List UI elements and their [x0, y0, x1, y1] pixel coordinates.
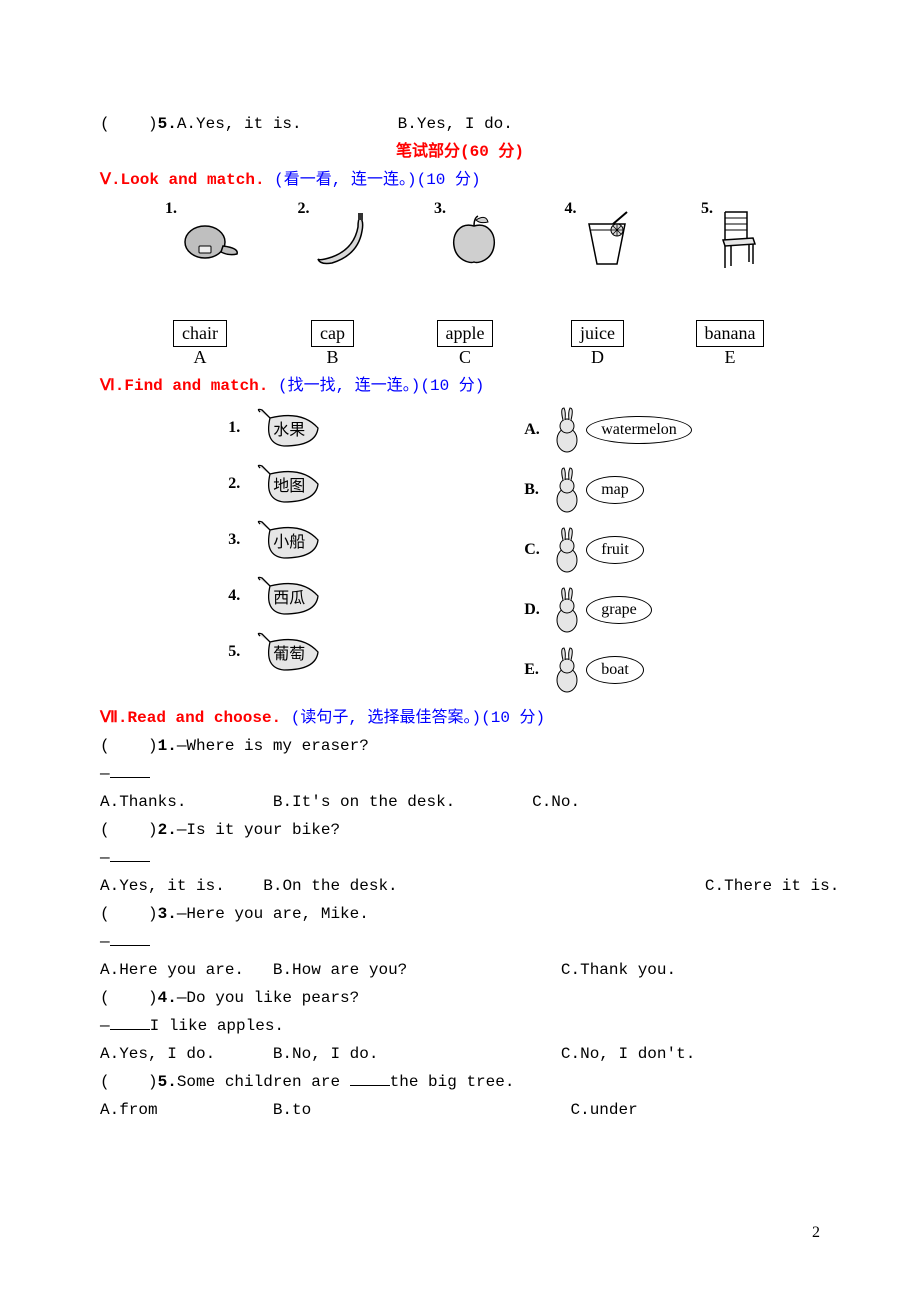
rabbit-icon: [550, 466, 584, 514]
prev-q5: ( )5.A.Yes, it is. B.Yes, I do.: [100, 110, 820, 138]
page-number: 2: [812, 1224, 820, 1242]
sec7-q1-dash: —: [100, 760, 820, 788]
sec6-left-2: 2. 地图: [228, 462, 324, 506]
blank-line: [110, 847, 150, 862]
sec6-left-4: 4. 西瓜: [228, 574, 324, 618]
blank-line: [110, 1015, 150, 1030]
sec7-q1-opts: A.Thanks. B.It's on the desk. C.No.: [100, 788, 820, 816]
leaf-icon: 葡萄: [254, 630, 324, 674]
sec5-letter-1: A: [194, 347, 207, 368]
sec5-letter-4: D: [591, 347, 604, 368]
sec5-col-2: 2. cap B: [273, 200, 393, 368]
sec7-q4-opts: A.Yes, I do. B.No, I do. C.No, I don't.: [100, 1040, 820, 1068]
sec6-right-B: B. map: [524, 466, 692, 514]
sec5-col-5: 5. banana E: [670, 200, 790, 368]
blank-line: [350, 1071, 390, 1086]
sec6-grid: 1. 水果 2. 地图 3. 小船: [100, 406, 820, 694]
sec7-q2-stem: ( )2.—Is it your bike?: [100, 816, 820, 844]
sec6-right-A: A. watermelon: [524, 406, 692, 454]
speech-bubble: map: [586, 476, 644, 504]
sec5-col-4: 4. juice D: [538, 200, 658, 368]
sec5-letter-3: C: [459, 347, 471, 368]
sec6-left-5: 5. 葡萄: [228, 630, 324, 674]
sec6-right-C: C. fruit: [524, 526, 692, 574]
sec6-right-D: D. grape: [524, 586, 692, 634]
rabbit-icon: [550, 406, 584, 454]
cap-icon: [177, 200, 241, 280]
sec5-heading: Ⅴ.Look and match. (看一看, 连一连。)(10 分): [100, 166, 820, 194]
sec7-q5-stem: ( )5.Some children are the big tree.: [100, 1068, 820, 1096]
sec7-q2-dash: —: [100, 844, 820, 872]
sec5-letter-2: B: [326, 347, 338, 368]
rabbit-icon: [550, 646, 584, 694]
leaf-icon: 西瓜: [254, 574, 324, 618]
rabbit-icon: [550, 586, 584, 634]
chair-icon: [713, 200, 765, 280]
sec5-icons-row: 1. chair A 2.: [100, 200, 820, 368]
sec6-left-col: 1. 水果 2. 地图 3. 小船: [228, 406, 324, 694]
juice-icon: [577, 200, 637, 280]
leaf-icon: 水果: [254, 406, 324, 450]
sec5-col-1: 1. chair A: [140, 200, 260, 368]
speech-bubble: grape: [586, 596, 652, 624]
sec5-box-4: juice: [571, 320, 624, 347]
sec6-heading: Ⅵ.Find and match. (找一找, 连一连。)(10 分): [100, 372, 820, 400]
sec7-q1-stem: ( )1.—Where is my eraser?: [100, 732, 820, 760]
sec5-col-3: 3. apple C: [405, 200, 525, 368]
sec7-q3-dash: —: [100, 928, 820, 956]
rabbit-icon: [550, 526, 584, 574]
apple-icon: [446, 200, 502, 280]
sec7-q3-opts: A.Here you are. B.How are you? C.Thank y…: [100, 956, 820, 984]
written-part-heading: 笔试部分(60 分): [100, 138, 820, 166]
sec5-box-5: banana: [696, 320, 765, 347]
leaf-icon: 地图: [254, 462, 324, 506]
sec6-right-col: A. watermelon B. map C.: [524, 406, 692, 694]
sec6-right-E: E. boat: [524, 646, 692, 694]
speech-bubble: boat: [586, 656, 644, 684]
sec6-left-1: 1. 水果: [228, 406, 324, 450]
sec5-box-1: chair: [173, 320, 227, 347]
sec7-q2-opts: A.Yes, it is. B.On the desk. C.There it …: [100, 872, 820, 900]
sec7-heading: Ⅶ.Read and choose. (读句子, 选择最佳答案。)(10 分): [100, 704, 820, 732]
sec6-left-3: 3. 小船: [228, 518, 324, 562]
speech-bubble: watermelon: [586, 416, 692, 444]
speech-bubble: fruit: [586, 536, 644, 564]
sec5-box-3: apple: [437, 320, 494, 347]
sec5-box-2: cap: [311, 320, 354, 347]
sec5-letter-5: E: [725, 347, 736, 368]
sec7-q4-stem: ( )4.—Do you like pears?: [100, 984, 820, 1012]
blank-line: [110, 931, 150, 946]
sec7-q3-stem: ( )3.—Here you are, Mike.: [100, 900, 820, 928]
sec7-q4-dash: —I like apples.: [100, 1012, 820, 1040]
blank-line: [110, 763, 150, 778]
banana-icon: [310, 200, 374, 280]
sec7-q5-opts: A.from B.to C.under: [100, 1096, 820, 1124]
leaf-icon: 小船: [254, 518, 324, 562]
